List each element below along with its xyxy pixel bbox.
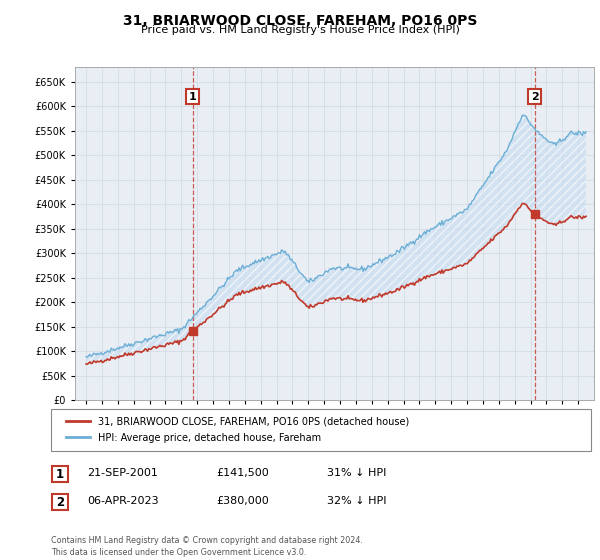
Text: £380,000: £380,000: [216, 496, 269, 506]
FancyBboxPatch shape: [52, 466, 68, 482]
Text: 31, BRIARWOOD CLOSE, FAREHAM, PO16 0PS: 31, BRIARWOOD CLOSE, FAREHAM, PO16 0PS: [123, 14, 477, 28]
Legend: 31, BRIARWOOD CLOSE, FAREHAM, PO16 0PS (detached house), HPI: Average price, det: 31, BRIARWOOD CLOSE, FAREHAM, PO16 0PS (…: [61, 412, 415, 447]
Text: 31% ↓ HPI: 31% ↓ HPI: [327, 468, 386, 478]
Text: 2: 2: [56, 496, 64, 509]
Text: Contains HM Land Registry data © Crown copyright and database right 2024.
This d: Contains HM Land Registry data © Crown c…: [51, 536, 363, 557]
Text: 06-APR-2023: 06-APR-2023: [87, 496, 158, 506]
Text: £141,500: £141,500: [216, 468, 269, 478]
Text: 32% ↓ HPI: 32% ↓ HPI: [327, 496, 386, 506]
Text: 21-SEP-2001: 21-SEP-2001: [87, 468, 158, 478]
Text: Price paid vs. HM Land Registry's House Price Index (HPI): Price paid vs. HM Land Registry's House …: [140, 25, 460, 35]
FancyBboxPatch shape: [52, 494, 68, 510]
Text: 1: 1: [189, 92, 197, 101]
Text: 2: 2: [531, 92, 539, 101]
FancyBboxPatch shape: [51, 409, 591, 451]
Text: 1: 1: [56, 468, 64, 481]
